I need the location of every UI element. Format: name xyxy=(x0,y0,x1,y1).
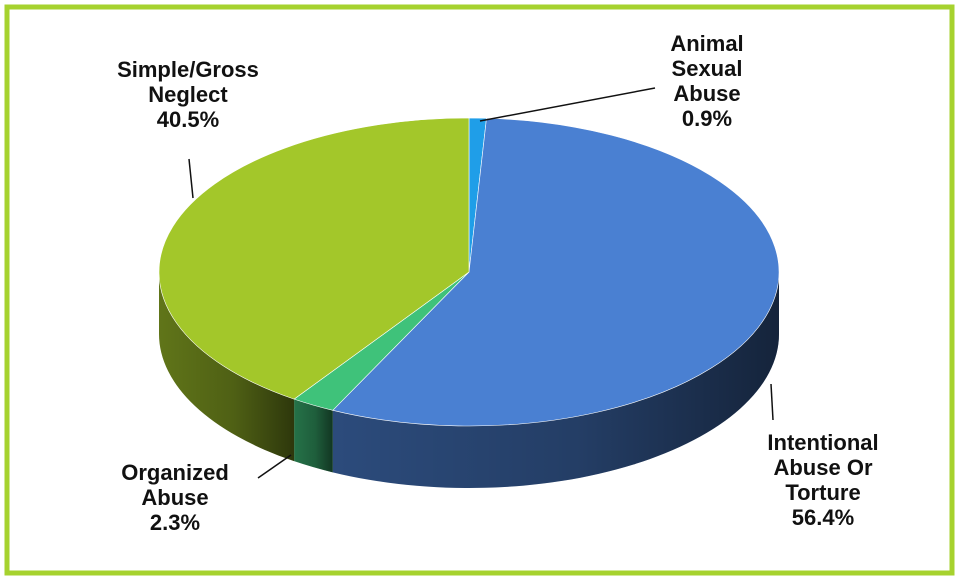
data-label-intentional-abuse-or-torture-percent: 56.4% xyxy=(792,505,854,530)
data-label-intentional-abuse-or-torture-line-2: Abuse Or xyxy=(773,455,872,480)
data-label-animal-sexual-abuse-line-1: Animal xyxy=(670,31,743,56)
data-label-animal-sexual-abuse-percent: 0.9% xyxy=(682,106,732,131)
data-label-intentional-abuse-or-torture-line-3: Torture xyxy=(785,480,860,505)
data-label-animal-sexual-abuse-line-2: Sexual xyxy=(672,56,743,81)
data-label-simple-gross-neglect-line-1: Simple/Gross xyxy=(117,57,259,82)
leader-line-intentional-abuse-or-torture xyxy=(770,383,774,421)
data-label-simple-gross-neglect-percent: 40.5% xyxy=(157,107,219,132)
data-label-organized-abuse-percent: 2.3% xyxy=(150,510,200,535)
pie-slice-intentional-abuse-or-torture xyxy=(332,117,780,427)
pie-side-simple-gross-neglect-shade xyxy=(159,272,295,462)
data-label-organized-abuse-line-2: Abuse xyxy=(141,485,208,510)
pie-side-organized-abuse-shade xyxy=(294,399,333,473)
pie-slice-simple-gross-neglect xyxy=(158,117,470,400)
data-label-organized-abuse-line-1: Organized xyxy=(121,460,229,485)
data-label-animal-sexual-abuse-line-3: Abuse xyxy=(673,81,740,106)
leader-line-simple-gross-neglect xyxy=(188,158,194,199)
leader-line-animal-sexual-abuse xyxy=(479,87,656,122)
data-label-simple-gross-neglect-line-2: Neglect xyxy=(148,82,228,107)
pie-side-intentional-abuse-or-torture-shade xyxy=(332,272,779,488)
leader-line-organized-abuse xyxy=(257,454,292,479)
data-label-intentional-abuse-or-torture-line-1: Intentional xyxy=(767,430,878,455)
